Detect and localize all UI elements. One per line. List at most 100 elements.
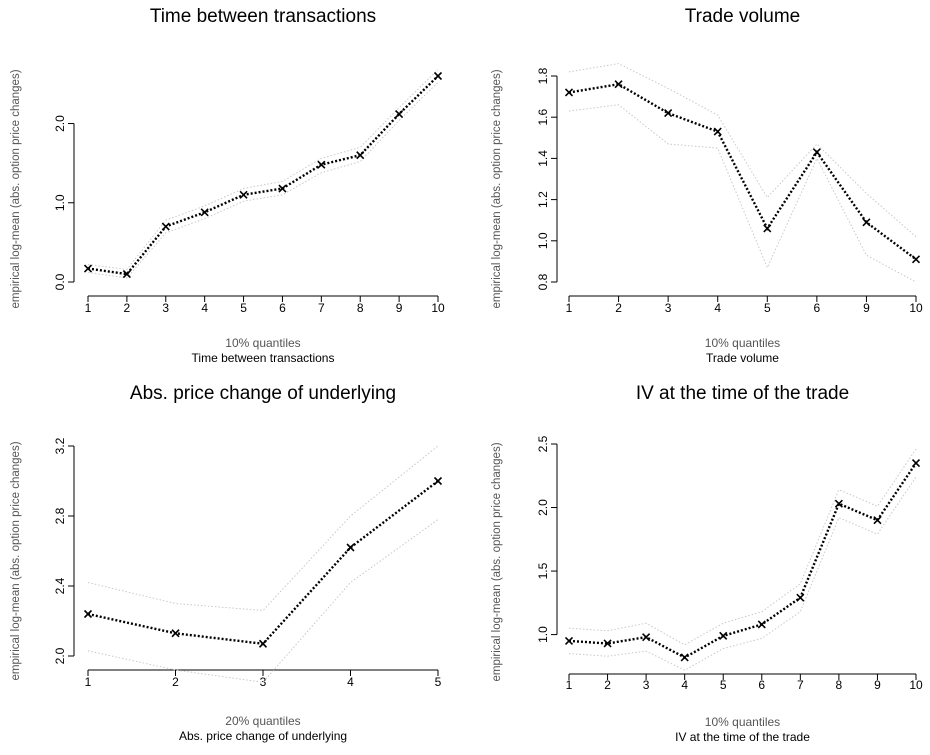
upper-band-line [568, 63, 917, 238]
x-tick-label: 10 [909, 301, 923, 315]
x-tick-label: 7 [318, 301, 325, 315]
lower-band-line [87, 519, 439, 683]
y-tick-label: 1.0 [536, 626, 550, 643]
x-axis-label: Abs. price change of underlying [179, 729, 347, 743]
x-tick-label: 8 [357, 301, 364, 315]
x-tick-label: 2 [172, 675, 179, 689]
x-tick-label: 5 [240, 301, 247, 315]
x-tick-label: 10 [431, 301, 445, 315]
data-point-marker [763, 224, 772, 233]
x-tick-label: 10 [909, 678, 923, 692]
data-point-marker [278, 184, 287, 193]
mean-series-line [87, 75, 439, 276]
data-point-marker [834, 499, 843, 508]
y-tick-label: 0.8 [536, 273, 550, 290]
data-point-marker [911, 458, 921, 468]
quantile-label: 20% quantiles [225, 714, 300, 728]
x-tick-label: 2 [604, 678, 611, 692]
panel-time-between-transactions: Time between transactions 0.0 1.0 2.0 1 2 3 4 5 6… [10, 6, 445, 365]
chart-title: Abs. price change of underlying [130, 383, 396, 404]
x-tick-label: 5 [764, 301, 771, 315]
data-point-marker [680, 653, 689, 662]
data-point-marker [200, 208, 209, 217]
data-point-marker [239, 190, 248, 199]
y-tick-label: 2.0 [536, 499, 550, 516]
data-point-marker [395, 109, 404, 119]
y-axis-label: empirical log-mean (abs. option price ch… [10, 441, 22, 680]
y-tick-label: 1.2 [536, 191, 550, 208]
data-point-marker [122, 270, 131, 279]
data-point-marker [356, 151, 365, 160]
x-tick-label: 5 [435, 675, 442, 689]
x-tick-label: 7 [797, 678, 804, 692]
data-point-marker [346, 543, 355, 552]
chart-title: IV at the time of the trade [636, 383, 849, 404]
data-point-marker [317, 160, 326, 169]
mean-series-line [568, 82, 917, 261]
x-tick-label: 4 [347, 675, 354, 689]
x-tick-label: 4 [681, 678, 688, 692]
y-tick-label: 0.0 [53, 273, 67, 290]
x-tick-label: 3 [665, 301, 672, 315]
data-point-marker [664, 109, 673, 118]
x-tick-label: 9 [863, 301, 870, 315]
panel-iv-at-trade: IV at the time of the trade 1.0 1.5 2.0 2.5 1… [491, 383, 923, 744]
data-point-marker [161, 222, 170, 231]
x-axis-label: Trade volume [706, 351, 779, 365]
data-point-marker [433, 476, 443, 486]
y-axis-label: empirical log-mean (abs. option price ch… [491, 69, 503, 308]
lower-band-line [87, 81, 439, 279]
lower-band-line [568, 104, 917, 283]
y-tick-label: 1.8 [536, 67, 550, 84]
x-tick-label: 9 [396, 301, 403, 315]
data-point-marker [603, 639, 612, 648]
data-point-marker [642, 633, 651, 642]
data-point-marker [873, 516, 882, 525]
x-tick-label: 4 [201, 301, 208, 315]
x-tick-label: 3 [260, 675, 267, 689]
x-tick-label: 5 [720, 678, 727, 692]
chart-title: Time between transactions [150, 6, 376, 27]
quantile-label: 10% quantiles [705, 336, 780, 350]
y-tick-label: 1.6 [536, 109, 550, 126]
mean-series-line [568, 462, 917, 659]
x-tick-label: 8 [836, 678, 843, 692]
mean-series-line [87, 480, 439, 646]
y-tick-label: 3.2 [53, 437, 67, 454]
y-tick-label: 2.5 [536, 435, 550, 452]
x-tick-label: 6 [758, 678, 765, 692]
data-point-marker [564, 88, 574, 97]
quantile-label: 10% quantiles [705, 715, 780, 729]
y-tick-label: 2.4 [53, 577, 67, 594]
x-tick-label: 3 [162, 301, 169, 315]
data-point-marker [171, 629, 180, 638]
x-tick-label: 9 [874, 678, 881, 692]
chart-title: Trade volume [685, 6, 800, 27]
data-point-marker [83, 609, 93, 619]
x-tick-label: 2 [615, 301, 622, 315]
data-point-marker [796, 593, 805, 602]
data-point-marker [83, 264, 93, 273]
quantile-label: 10% quantiles [225, 336, 300, 350]
x-tick-label: 1 [566, 678, 573, 692]
y-tick-label: 1.4 [536, 150, 550, 167]
panel-trade-volume: Trade volume 0.8 1.0 1.2 1.4 1.6 1.8 1 2 3 4 5 6 9 10 e… [491, 6, 923, 365]
panel-abs-price-change: Abs. price change of underlying 2.0 2.4 2.8… [10, 383, 443, 743]
x-axis-label: Time between transactions [192, 351, 335, 365]
x-tick-label: 3 [643, 678, 650, 692]
x-tick-label: 2 [124, 301, 131, 315]
y-tick-label: 1.5 [536, 562, 550, 579]
upper-band-line [568, 448, 917, 646]
x-axis-label: IV at the time of the trade [675, 730, 810, 744]
data-point-marker [564, 636, 574, 646]
y-axis-label: empirical log-mean (abs. option price ch… [10, 69, 22, 308]
data-point-marker [862, 218, 871, 227]
data-point-marker [614, 80, 623, 89]
y-axis-label: empirical log-mean (abs. option price ch… [491, 442, 503, 681]
y-tick-label: 1.0 [53, 194, 67, 211]
x-tick-label: 1 [85, 675, 92, 689]
data-point-marker [713, 127, 722, 136]
x-tick-label: 1 [566, 301, 573, 315]
y-tick-label: 2.0 [53, 647, 67, 664]
